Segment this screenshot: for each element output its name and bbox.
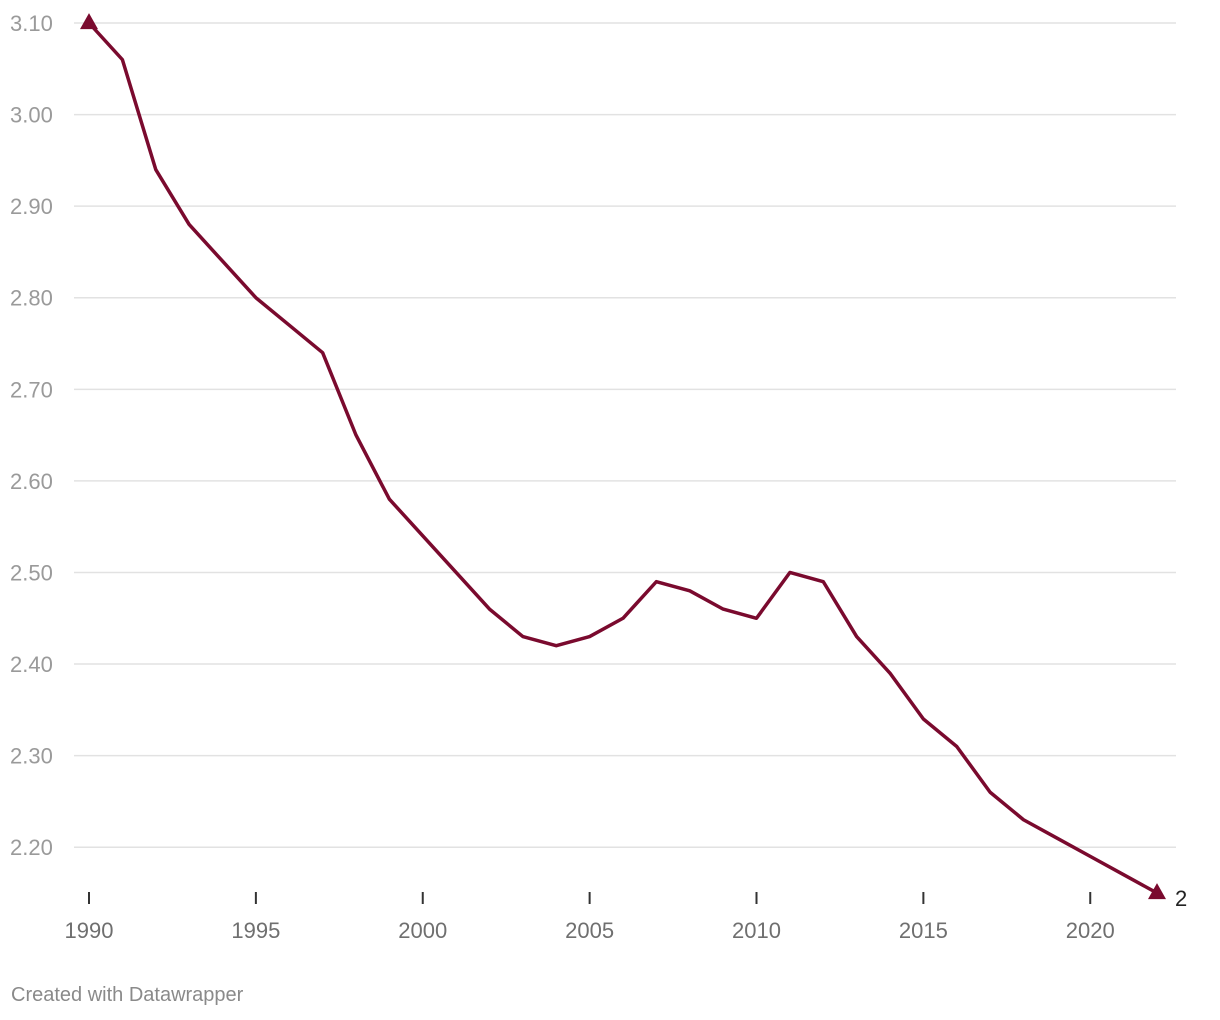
x-axis: 1990 1995 2000 2005 2010 2015 2020 — [65, 892, 1115, 943]
x-tick-label: 2005 — [565, 918, 614, 943]
y-tick-label: 2.30 — [10, 744, 53, 769]
series-line — [87, 21, 1159, 895]
x-tick-label: 2015 — [899, 918, 948, 943]
x-tick-label: 2010 — [732, 918, 781, 943]
series-layer: 2 — [80, 13, 1187, 911]
end-value-label: 2 — [1175, 886, 1187, 911]
y-tick-label: 3.00 — [10, 103, 53, 128]
y-tick-label: 2.50 — [10, 560, 53, 585]
y-tick-label: 2.80 — [10, 286, 53, 311]
y-tick-label: 3.10 — [10, 11, 53, 36]
y-tick-label: 2.60 — [10, 469, 53, 494]
y-gridlines — [74, 22, 1176, 848]
end-marker — [1148, 883, 1166, 900]
datawrapper-credit[interactable]: Created with Datawrapper — [11, 984, 244, 1006]
y-tick-label: 2.70 — [10, 377, 53, 402]
start-marker — [80, 13, 98, 30]
y-tick-label: 2.40 — [10, 652, 53, 677]
x-tick-label: 1990 — [65, 918, 114, 943]
y-axis-labels: 2.20 2.30 2.40 2.50 2.60 2.70 2.80 2.90 3.00 3.10 — [10, 11, 53, 860]
y-tick-label: 2.90 — [10, 194, 53, 219]
x-tick-label: 2000 — [398, 918, 447, 943]
y-tick-label: 2.20 — [10, 835, 53, 860]
x-tick-label: 2020 — [1066, 918, 1115, 943]
x-tick-label: 1995 — [231, 918, 280, 943]
